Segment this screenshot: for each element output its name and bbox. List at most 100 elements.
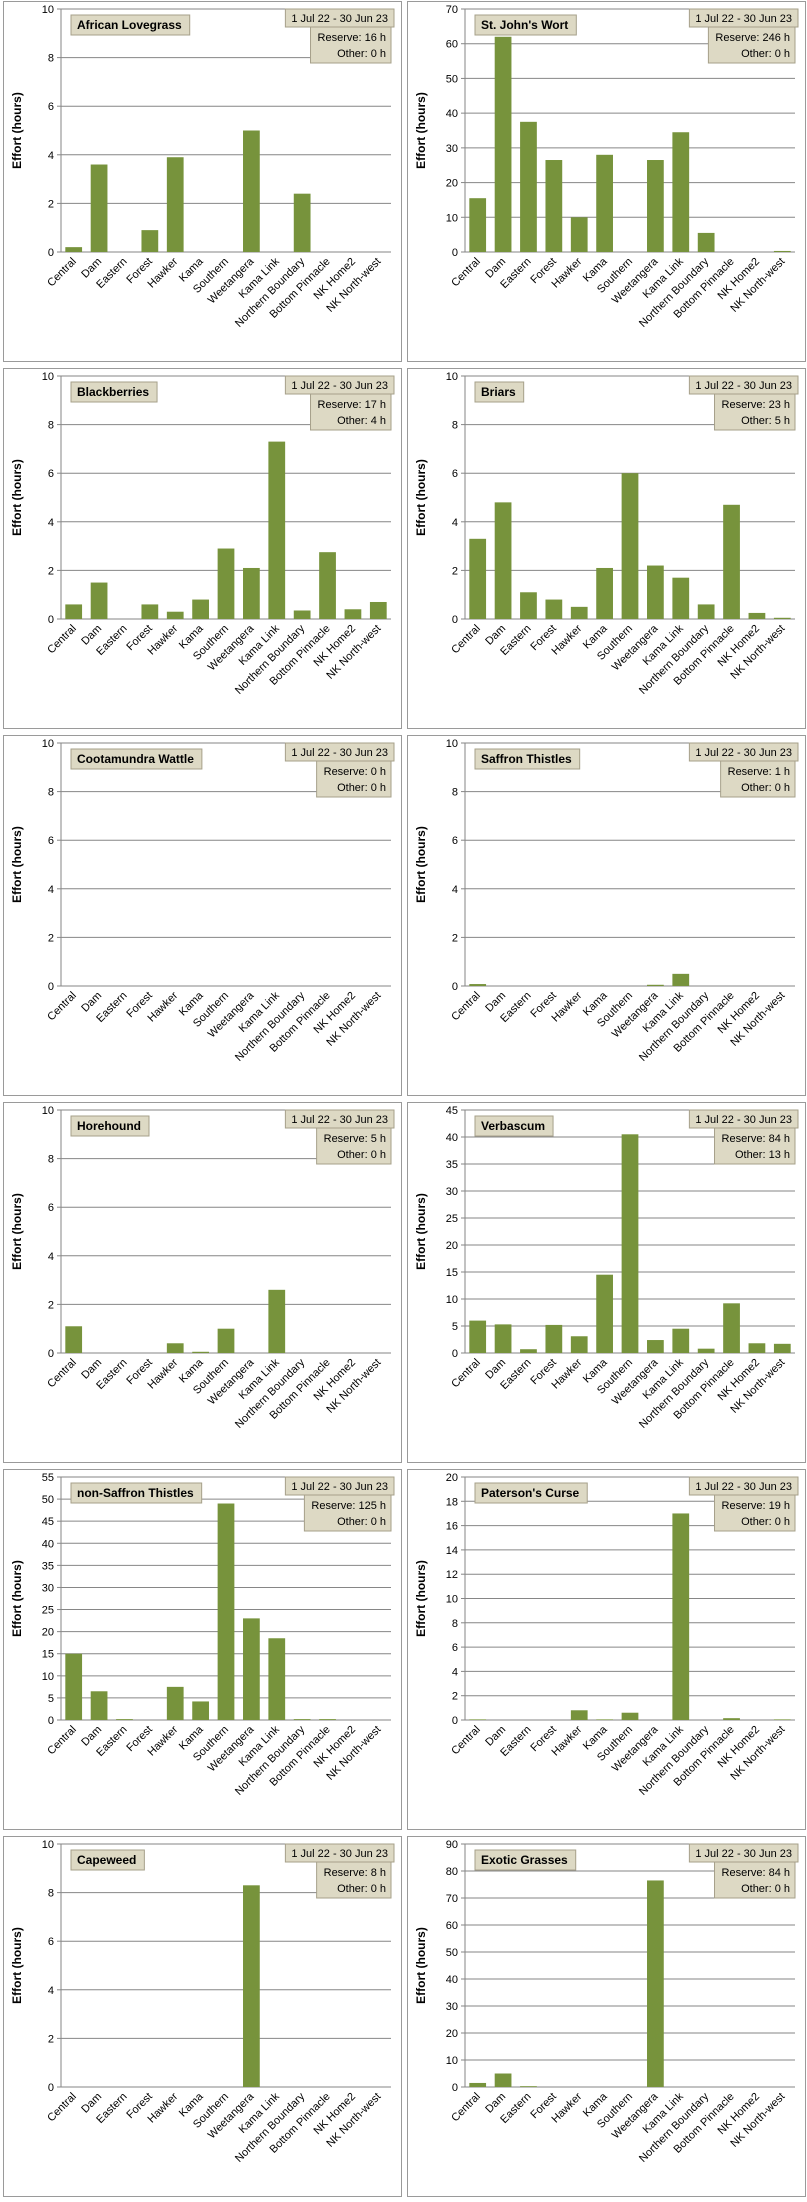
y-tick-label: 30 xyxy=(446,143,458,155)
y-tick-label: 0 xyxy=(48,247,54,259)
chart-title: Capeweed xyxy=(77,1853,136,1867)
chart-title: Saffron Thistles xyxy=(481,752,572,766)
annotation: Other: 0 h xyxy=(337,782,386,794)
bar xyxy=(494,502,512,619)
y-tick-label: 20 xyxy=(42,1627,54,1639)
y-axis-label: Effort (hours) xyxy=(10,459,24,536)
y-tick-label: 8 xyxy=(48,787,54,799)
y-tick-label: 0 xyxy=(452,247,458,259)
bar xyxy=(469,198,487,252)
y-tick-label: 90 xyxy=(446,1839,458,1851)
chart-subtitle: 1 Jul 22 - 30 Jun 23 xyxy=(695,1114,792,1126)
annotation: Reserve: 84 h xyxy=(722,1867,790,1879)
y-tick-label: 6 xyxy=(452,468,458,480)
annotation: Reserve: 17 h xyxy=(318,399,386,411)
bar xyxy=(319,552,336,619)
y-axis-label: Effort (hours) xyxy=(10,1193,24,1270)
chart-subtitle: 1 Jul 22 - 30 Jun 23 xyxy=(291,380,388,392)
bar xyxy=(65,1653,83,1720)
bar xyxy=(166,1343,184,1353)
y-tick-label: 10 xyxy=(446,738,458,750)
y-tick-label: 45 xyxy=(446,1105,458,1117)
bar xyxy=(647,984,664,986)
bar xyxy=(65,604,83,619)
y-tick-label: 10 xyxy=(42,1671,54,1683)
y-tick-label: 50 xyxy=(446,73,458,85)
bar xyxy=(90,1691,108,1720)
bar xyxy=(596,567,613,619)
y-tick-label: 0 xyxy=(48,981,54,993)
annotation: Other: 0 h xyxy=(337,1883,386,1895)
y-tick-label: 30 xyxy=(446,2001,458,2013)
title-box xyxy=(70,748,203,770)
title-box xyxy=(70,1115,150,1137)
chart-subtitle: 1 Jul 22 - 30 Jun 23 xyxy=(291,1481,388,1493)
y-tick-label: 14 xyxy=(446,1545,458,1557)
chart-subtitle: 1 Jul 22 - 30 Jun 23 xyxy=(291,747,388,759)
annotation: Other: 4 h xyxy=(337,415,386,427)
title-box xyxy=(70,1482,203,1504)
bar xyxy=(217,548,235,619)
y-tick-label: 5 xyxy=(452,1321,458,1333)
y-tick-label: 50 xyxy=(446,1947,458,1959)
bar xyxy=(65,247,83,252)
bar xyxy=(621,1712,639,1720)
bar xyxy=(90,582,108,619)
bar xyxy=(369,601,387,619)
annotation-box xyxy=(316,1861,392,1899)
y-tick-label: 8 xyxy=(48,1154,54,1166)
bar xyxy=(748,612,766,619)
y-tick-label: 8 xyxy=(48,420,54,432)
title-box xyxy=(70,381,158,403)
y-tick-label: 0 xyxy=(48,1348,54,1360)
bar xyxy=(596,1719,613,1720)
y-tick-label: 0 xyxy=(48,2082,54,2094)
y-axis-label: Effort (hours) xyxy=(414,459,428,536)
y-tick-label: 6 xyxy=(452,835,458,847)
y-tick-label: 0 xyxy=(452,1348,458,1360)
annotation: Reserve: 125 h xyxy=(311,1500,386,1512)
y-axis-label: Effort (hours) xyxy=(414,826,428,903)
y-tick-label: 10 xyxy=(446,212,458,224)
chart-title: African Lovegrass xyxy=(77,18,182,32)
y-tick-label: 25 xyxy=(446,1213,458,1225)
bar xyxy=(570,217,588,252)
bar xyxy=(621,1134,639,1353)
chart-title: Cootamundra Wattle xyxy=(77,752,194,766)
y-tick-label: 40 xyxy=(42,1538,54,1550)
bar xyxy=(596,154,613,252)
bar xyxy=(494,2073,512,2087)
annotation: Reserve: 8 h xyxy=(324,1867,386,1879)
annotation-box xyxy=(310,26,392,64)
bar xyxy=(469,1719,487,1720)
y-tick-label: 4 xyxy=(452,884,458,896)
title-box xyxy=(70,1849,145,1871)
bar xyxy=(773,617,791,619)
bar xyxy=(647,1880,664,2087)
bar xyxy=(243,567,260,619)
bar xyxy=(217,1328,235,1353)
y-tick-label: 4 xyxy=(48,1251,54,1263)
bar xyxy=(65,1326,83,1353)
annotation-box xyxy=(310,393,392,431)
y-tick-label: 0 xyxy=(452,2082,458,2094)
bar xyxy=(469,538,487,619)
y-tick-label: 6 xyxy=(48,1202,54,1214)
bar xyxy=(268,441,286,619)
y-tick-label: 0 xyxy=(48,614,54,626)
y-tick-label: 4 xyxy=(48,884,54,896)
y-tick-label: 70 xyxy=(446,4,458,16)
annotation: Other: 0 h xyxy=(741,1516,790,1528)
title-box xyxy=(474,14,577,36)
bar xyxy=(773,1343,791,1353)
y-tick-label: 8 xyxy=(48,53,54,65)
y-tick-label: 4 xyxy=(452,1666,458,1678)
annotation-box xyxy=(714,1861,796,1899)
bar xyxy=(520,2086,537,2087)
chart-title: Verbascum xyxy=(481,1119,545,1133)
annotation: Reserve: 84 h xyxy=(722,1133,790,1145)
